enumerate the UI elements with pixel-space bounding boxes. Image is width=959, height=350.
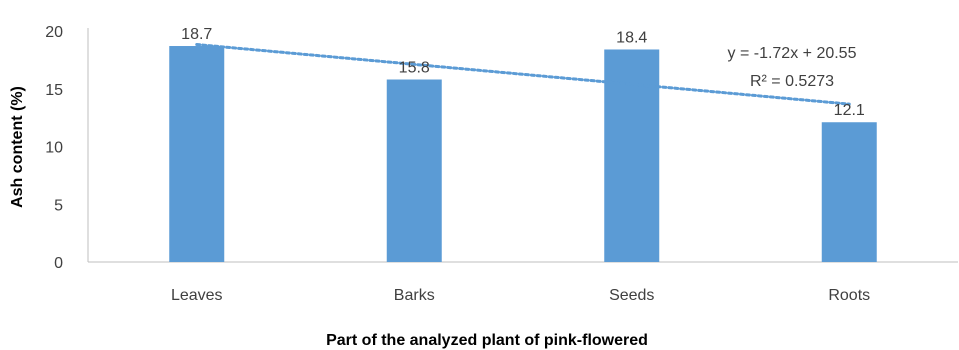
trendline-equation: y = -1.72x + 20.55 — [728, 45, 857, 62]
data-label-leaves: 18.7 — [181, 26, 212, 43]
trendline-r-squared: R² = 0.5273 — [750, 73, 834, 90]
x-tick-label-leaves: Leaves — [171, 287, 223, 304]
trendline-layer — [195, 43, 851, 106]
bar-leaves — [169, 46, 225, 262]
y-axis-title: Ash content (%) — [9, 86, 26, 208]
y-axis-ticks: 0 5 10 15 20 — [45, 24, 63, 272]
data-label-roots: 12.1 — [834, 102, 865, 119]
x-tick-label-barks: Barks — [394, 287, 435, 304]
bar-roots — [821, 122, 877, 263]
y-tick-label: 20 — [45, 24, 63, 41]
y-tick-label: 10 — [45, 140, 63, 157]
bar-barks — [386, 79, 442, 262]
y-tick-label: 5 — [54, 197, 63, 214]
x-tick-label-roots: Roots — [828, 287, 870, 304]
y-tick-label: 15 — [45, 82, 63, 99]
data-label-seeds: 18.4 — [616, 29, 647, 46]
y-tick-label: 0 — [54, 255, 63, 272]
plot-frame — [87, 28, 958, 263]
x-axis-title: Part of the analyzed plant of pink-flowe… — [326, 332, 648, 349]
x-axis-ticks: Leaves Barks Seeds Roots — [171, 287, 870, 304]
x-tick-label-seeds: Seeds — [609, 287, 654, 304]
data-labels-layer: 18.7 15.8 18.4 12.1 — [181, 26, 865, 119]
data-label-barks: 15.8 — [399, 60, 430, 77]
linear-trendline — [195, 43, 851, 106]
